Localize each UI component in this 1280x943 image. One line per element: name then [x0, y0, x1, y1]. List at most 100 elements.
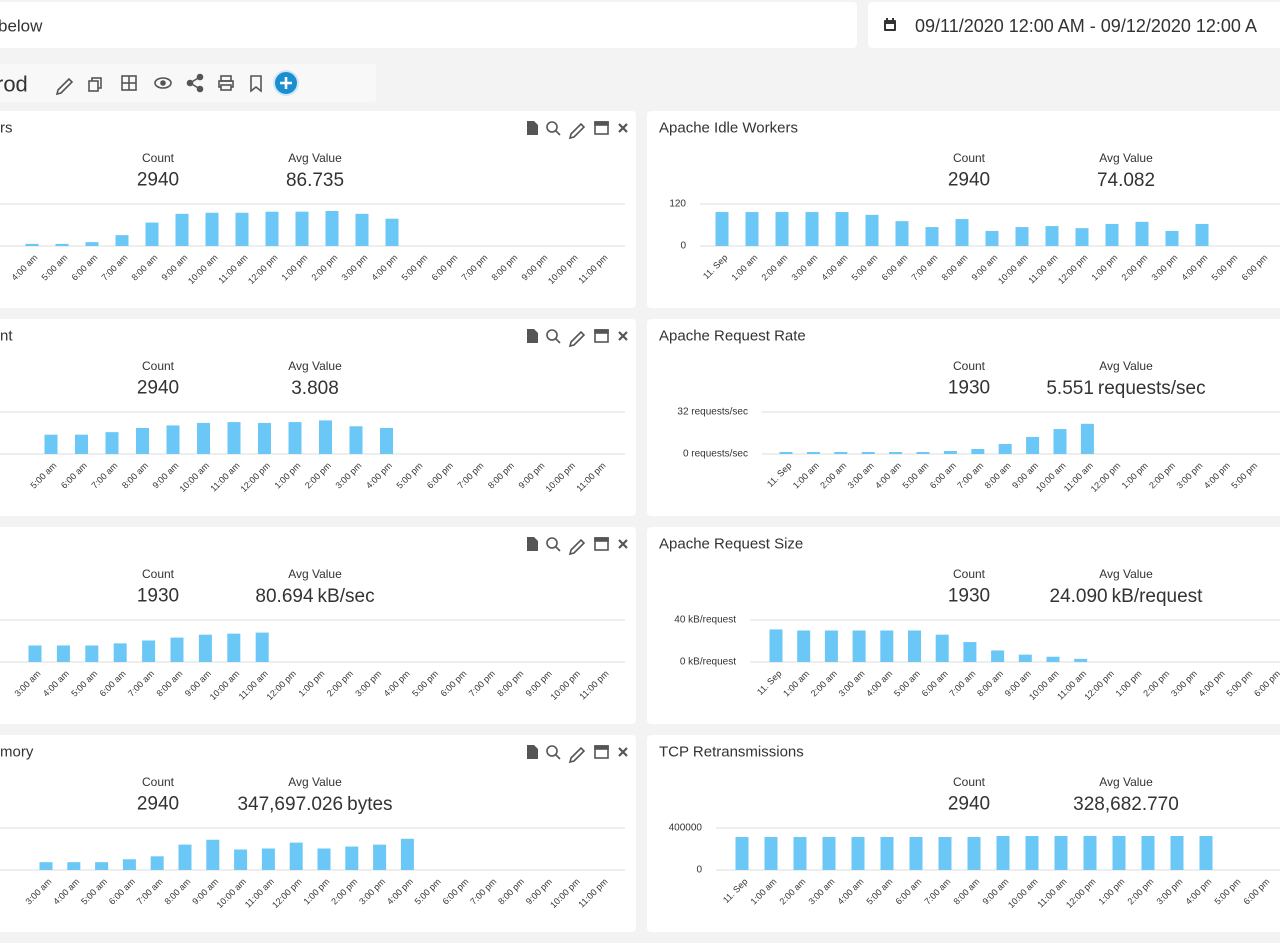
edit-icon[interactable] [568, 746, 586, 764]
y-tick-label: 400000 [669, 823, 703, 834]
bar [925, 227, 939, 246]
date-picker[interactable] [868, 2, 1280, 48]
csv-icon[interactable] [527, 537, 538, 551]
bar [95, 862, 109, 870]
avg-unit: requests/sec [1098, 378, 1206, 399]
avg-value: 80.694 [255, 586, 314, 607]
edit-icon[interactable] [568, 538, 586, 556]
bar [1018, 654, 1032, 662]
count-value: 2940 [137, 170, 179, 191]
close-icon[interactable] [618, 123, 628, 133]
bar [745, 212, 759, 246]
search-text[interactable]: below [0, 17, 43, 36]
bar [122, 859, 136, 870]
panel-card [0, 111, 636, 308]
zoom-lens [546, 329, 558, 341]
bar [908, 630, 921, 662]
y-tick-label: 0 [680, 241, 686, 252]
bar [178, 844, 192, 870]
close-icon[interactable] [618, 747, 628, 757]
panel: TCP Retransmissions Count 2940 Avg Value 328… [647, 735, 1280, 932]
count-value: 2940 [948, 794, 990, 815]
bar [227, 422, 241, 454]
maximize-icon[interactable] [594, 537, 609, 551]
bar [775, 212, 789, 246]
bar [325, 211, 339, 246]
bar [227, 633, 241, 662]
bar [909, 837, 923, 870]
bar [880, 837, 894, 870]
bar [1075, 228, 1089, 246]
edit-icon[interactable] [568, 122, 586, 140]
bar [822, 837, 836, 870]
bar [1105, 223, 1119, 246]
bar [793, 837, 807, 870]
bar [55, 243, 69, 246]
print-icon[interactable] [218, 75, 234, 91]
bar [1170, 835, 1184, 870]
close-icon[interactable] [618, 331, 628, 341]
count-value: 1930 [948, 586, 990, 607]
calendar-icon [884, 18, 896, 31]
avg-text: 3.808 [291, 378, 339, 399]
bar [851, 837, 865, 870]
panel-actions [527, 537, 628, 556]
close-icon[interactable] [618, 539, 628, 549]
bar [142, 640, 156, 662]
maximize-icon[interactable] [594, 121, 609, 135]
y-tick-label: 0 [696, 865, 702, 876]
zoom-icon[interactable] [546, 745, 561, 760]
panel-card [647, 111, 1280, 308]
bar [1112, 835, 1126, 870]
bar [150, 856, 164, 870]
bar [1046, 656, 1060, 662]
edit-icon[interactable] [55, 77, 74, 96]
bar [1053, 429, 1067, 454]
bar [235, 212, 249, 246]
panel-title: rs [0, 120, 13, 137]
bookmark-icon[interactable] [250, 75, 262, 93]
y-tick-label: 40 kB/request [674, 615, 736, 626]
count-label: Count [953, 567, 986, 581]
panel-title: mory [0, 744, 34, 761]
zoom-icon[interactable] [546, 121, 561, 136]
share-icon[interactable] [186, 73, 204, 93]
copy-icon[interactable] [88, 77, 102, 92]
bar [258, 422, 271, 454]
zoom-icon[interactable] [546, 329, 561, 344]
add-button[interactable] [273, 70, 299, 96]
bar [1199, 835, 1213, 870]
view-icon[interactable] [154, 77, 172, 89]
zoom-icon[interactable] [546, 537, 561, 552]
date-range[interactable]: 09/11/2020 12:00 AM - 09/12/2020 12:00 A [915, 16, 1257, 36]
bar [938, 837, 952, 870]
avg-value: 328,682.770 [1073, 794, 1179, 815]
bar [44, 434, 58, 454]
avg-value: 3.808 [291, 378, 339, 399]
window-bar [594, 329, 609, 334]
csv-icon[interactable] [527, 745, 538, 759]
bar [115, 235, 129, 246]
maximize-icon[interactable] [594, 745, 609, 759]
csv-icon[interactable] [527, 121, 538, 135]
bar [880, 630, 894, 662]
bar [295, 211, 309, 246]
panel: Apache Idle Workers Count 2940 Avg Value 74.… [647, 111, 1280, 308]
bar [806, 452, 820, 454]
y-tick-label: 0 kB/request [680, 657, 736, 668]
bar [197, 422, 210, 454]
bar [1165, 230, 1179, 246]
layout-icon[interactable] [121, 75, 137, 91]
search-bar[interactable] [0, 2, 857, 48]
edit-icon[interactable] [568, 330, 586, 348]
bar [715, 212, 729, 246]
panel-title: nt [0, 328, 13, 345]
count-label: Count [142, 359, 175, 373]
maximize-icon[interactable] [594, 329, 609, 343]
csv-icon[interactable] [527, 329, 538, 343]
